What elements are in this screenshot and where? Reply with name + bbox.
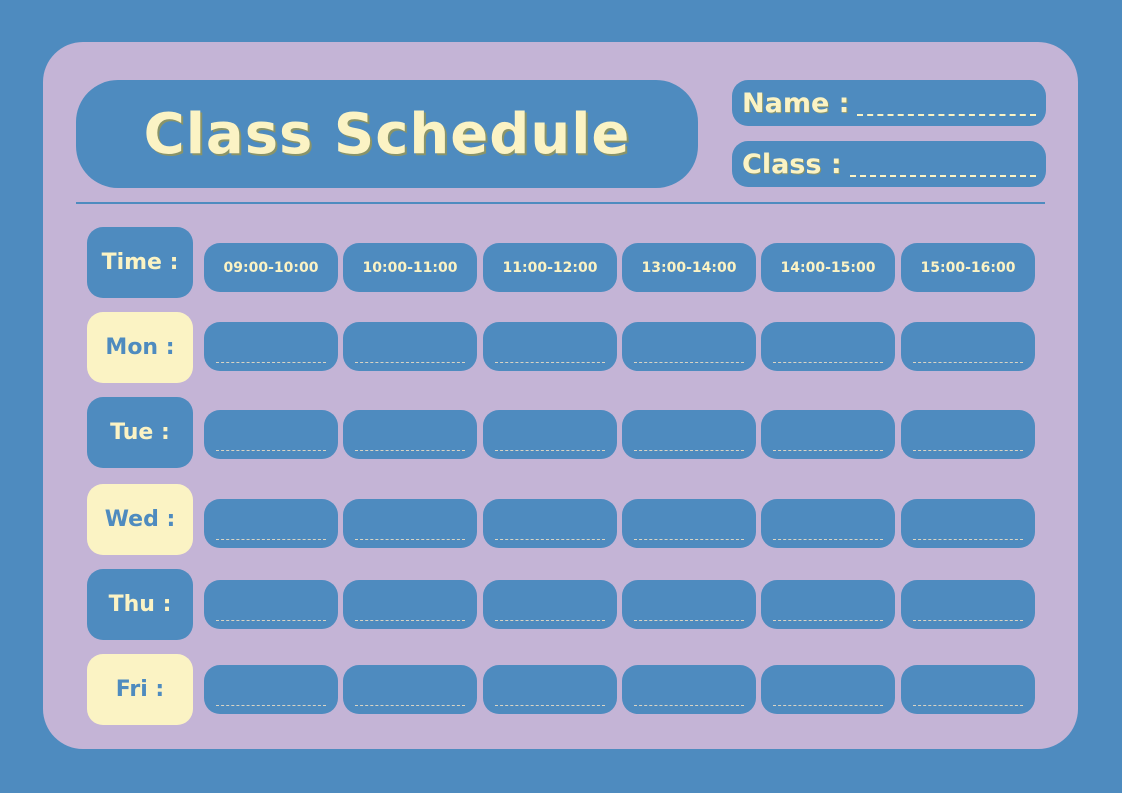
- divider: [76, 202, 1045, 204]
- cell-write-line: [913, 362, 1023, 363]
- schedule-cell[interactable]: [483, 499, 617, 548]
- cell-write-line: [773, 450, 883, 451]
- schedule-cell[interactable]: [483, 410, 617, 459]
- schedule-cell[interactable]: [761, 665, 895, 714]
- schedule-cell[interactable]: [204, 322, 338, 371]
- cell-write-line: [634, 450, 744, 451]
- schedule-cell[interactable]: [343, 410, 477, 459]
- schedule-cell[interactable]: [343, 665, 477, 714]
- day-label: Wed :: [87, 484, 193, 555]
- schedule-cell[interactable]: [483, 580, 617, 629]
- schedule-cell[interactable]: [901, 665, 1035, 714]
- cell-write-line: [495, 539, 605, 540]
- cell-write-line: [773, 705, 883, 706]
- schedule-cell[interactable]: [761, 499, 895, 548]
- name-field[interactable]: Name :: [732, 80, 1046, 126]
- page-title: Class Schedule: [76, 80, 698, 188]
- time-slot: 15:00-16:00: [901, 243, 1035, 292]
- cell-write-line: [495, 620, 605, 621]
- cell-write-line: [913, 450, 1023, 451]
- cell-write-line: [355, 620, 465, 621]
- schedule-cell[interactable]: [343, 580, 477, 629]
- schedule-cell[interactable]: [622, 322, 756, 371]
- cell-write-line: [913, 620, 1023, 621]
- cell-write-line: [216, 705, 326, 706]
- time-slot: 14:00-15:00: [761, 243, 895, 292]
- time-label: Time :: [87, 227, 193, 298]
- cell-write-line: [634, 620, 744, 621]
- day-label: Fri :: [87, 654, 193, 725]
- schedule-cell[interactable]: [901, 322, 1035, 371]
- schedule-cell[interactable]: [761, 410, 895, 459]
- day-label: Mon :: [87, 312, 193, 383]
- cell-write-line: [773, 539, 883, 540]
- schedule-cell[interactable]: [622, 665, 756, 714]
- schedule-cell[interactable]: [901, 499, 1035, 548]
- schedule-cell[interactable]: [343, 322, 477, 371]
- class-input-line[interactable]: [849, 153, 1036, 177]
- cell-write-line: [773, 362, 883, 363]
- time-slot: 13:00-14:00: [622, 243, 756, 292]
- cell-write-line: [913, 539, 1023, 540]
- schedule-cell[interactable]: [483, 322, 617, 371]
- schedule-cell[interactable]: [483, 665, 617, 714]
- day-label: Thu :: [87, 569, 193, 640]
- time-slot: 10:00-11:00: [343, 243, 477, 292]
- cell-write-line: [216, 362, 326, 363]
- name-input-line[interactable]: [857, 92, 1036, 116]
- schedule-cell[interactable]: [622, 410, 756, 459]
- name-label: Name :: [742, 87, 850, 119]
- time-slot: 11:00-12:00: [483, 243, 617, 292]
- cell-write-line: [355, 539, 465, 540]
- schedule-cell[interactable]: [901, 410, 1035, 459]
- cell-write-line: [495, 362, 605, 363]
- schedule-cell[interactable]: [901, 580, 1035, 629]
- cell-write-line: [355, 705, 465, 706]
- schedule-cell[interactable]: [204, 499, 338, 548]
- cell-write-line: [355, 450, 465, 451]
- schedule-cell[interactable]: [204, 410, 338, 459]
- schedule-cell[interactable]: [761, 322, 895, 371]
- cell-write-line: [634, 539, 744, 540]
- cell-write-line: [634, 362, 744, 363]
- time-slot: 09:00-10:00: [204, 243, 338, 292]
- cell-write-line: [355, 362, 465, 363]
- schedule-cell[interactable]: [204, 580, 338, 629]
- schedule-cell[interactable]: [761, 580, 895, 629]
- cell-write-line: [216, 620, 326, 621]
- schedule-cell[interactable]: [343, 499, 477, 548]
- cell-write-line: [216, 450, 326, 451]
- cell-write-line: [216, 539, 326, 540]
- schedule-cell[interactable]: [622, 499, 756, 548]
- cell-write-line: [495, 450, 605, 451]
- schedule-cell[interactable]: [204, 665, 338, 714]
- schedule-cell[interactable]: [622, 580, 756, 629]
- class-label: Class :: [742, 148, 842, 180]
- cell-write-line: [634, 705, 744, 706]
- class-field[interactable]: Class :: [732, 141, 1046, 187]
- day-label: Tue :: [87, 397, 193, 468]
- cell-write-line: [913, 705, 1023, 706]
- cell-write-line: [495, 705, 605, 706]
- cell-write-line: [773, 620, 883, 621]
